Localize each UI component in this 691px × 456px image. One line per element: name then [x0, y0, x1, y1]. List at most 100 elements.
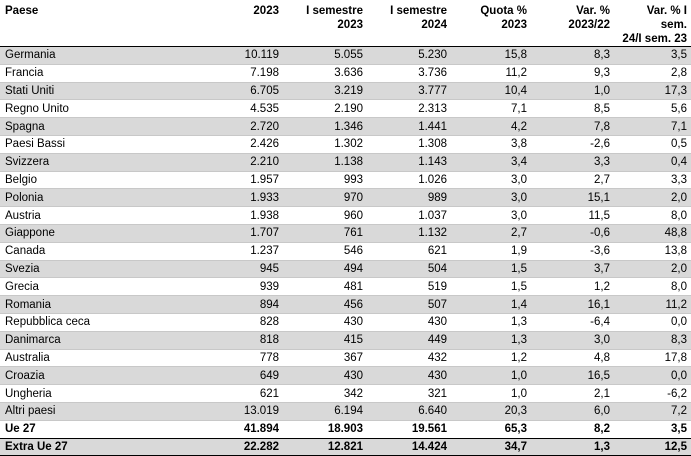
value-cell: 17,3	[614, 82, 691, 101]
value-cell: 970	[283, 188, 367, 208]
country-cell: Austria	[0, 206, 201, 225]
value-cell: 7,1	[451, 99, 531, 119]
value-cell: 1,3	[531, 437, 614, 456]
value-cell: 3.736	[367, 64, 451, 83]
value-cell: 34,7	[451, 437, 531, 456]
value-cell: 17,8	[614, 349, 691, 368]
value-cell: 1.143	[367, 153, 451, 172]
table-row: Austria 1.938 960 1.037 3,0 11,5 8,0	[0, 206, 691, 225]
table-row: Regno Unito 4.535 2.190 2.313 7,1 8,5 5,6	[0, 99, 691, 119]
value-cell: 621	[367, 242, 451, 261]
value-cell: 48,8	[614, 224, 691, 243]
value-cell: 9,3	[531, 64, 614, 83]
table-row: Romania 894 456 507 1,4 16,1 11,2	[0, 295, 691, 314]
value-cell: 1,2	[451, 349, 531, 368]
value-cell: 65,3	[451, 419, 531, 439]
value-cell: 4,8	[531, 349, 614, 368]
value-cell: 504	[367, 260, 451, 279]
header-label: 2023	[337, 19, 363, 31]
table-row: Altri paesi 13.019 6.194 6.640 20,3 6,0 7,2	[0, 402, 691, 421]
value-cell: 828	[201, 313, 283, 332]
value-cell: 0,4	[614, 153, 691, 172]
value-cell: -3,6	[531, 242, 614, 261]
country-cell: Ue 27	[0, 419, 201, 439]
header-sem-2023: I semestre 2023	[283, 0, 367, 47]
value-cell: 449	[367, 331, 451, 350]
value-cell: 3.636	[283, 64, 367, 83]
value-cell: 10.119	[201, 46, 283, 65]
value-cell: -0,6	[531, 224, 614, 243]
value-cell: -6,2	[614, 384, 691, 403]
table-row: Svizzera 2.210 1.138 1.143 3,4 3,3 0,4	[0, 153, 691, 172]
value-cell: 430	[283, 313, 367, 332]
value-cell: 12,5	[614, 437, 691, 456]
value-cell: 894	[201, 295, 283, 314]
value-cell: 5.055	[283, 46, 367, 65]
country-cell: Paesi Bassi	[0, 135, 201, 154]
value-cell: 1.707	[201, 224, 283, 243]
value-cell: 18.903	[283, 419, 367, 439]
value-cell: 494	[283, 260, 367, 279]
country-cell: Danimarca	[0, 331, 201, 350]
table-row: Stati Uniti 6.705 3.219 3.777 10,4 1,0 17,3	[0, 82, 691, 101]
value-cell: 2,1	[531, 384, 614, 403]
value-cell: 321	[367, 384, 451, 403]
table-row: Canada 1.237 546 621 1,9 -3,6 13,8	[0, 242, 691, 261]
header-label: Var. % I sem.	[646, 5, 687, 31]
value-cell: 519	[367, 277, 451, 297]
value-cell: 14.424	[367, 437, 451, 456]
table-row: Australia 778 367 432 1,2 4,8 17,8	[0, 349, 691, 368]
value-cell: 6.194	[283, 402, 367, 421]
value-cell: 2.313	[367, 99, 451, 119]
value-cell: 8,2	[531, 419, 614, 439]
country-cell: Grecia	[0, 277, 201, 297]
value-cell: 1,3	[451, 313, 531, 332]
value-cell: -6,4	[531, 313, 614, 332]
value-cell: 1.957	[201, 171, 283, 190]
value-cell: 2.190	[283, 99, 367, 119]
value-cell: 8,5	[531, 99, 614, 119]
value-cell: 1,2	[531, 277, 614, 297]
value-cell: 432	[367, 349, 451, 368]
value-cell: 3,0	[451, 171, 531, 190]
value-cell: 19.561	[367, 419, 451, 439]
country-cell: Croazia	[0, 366, 201, 386]
value-cell: 1.933	[201, 188, 283, 208]
table-row: Grecia 939 481 519 1,5 1,2 8,0	[0, 277, 691, 297]
country-cell: Australia	[0, 349, 201, 368]
value-cell: 0,0	[614, 313, 691, 332]
value-cell: 15,1	[531, 188, 614, 208]
value-cell: 5.230	[367, 46, 451, 65]
header-paese: Paese	[0, 0, 201, 47]
country-cell: Svezia	[0, 260, 201, 279]
table-row: Francia 7.198 3.636 3.736 11,2 9,3 2,8	[0, 64, 691, 83]
value-cell: 3,3	[614, 171, 691, 190]
country-cell: Polonia	[0, 188, 201, 208]
value-cell: 7,1	[614, 117, 691, 136]
header-label: 2024	[421, 19, 447, 31]
country-cell: Ungheria	[0, 384, 201, 403]
country-cell: Spagna	[0, 117, 201, 136]
table-row: Polonia 1.933 970 989 3,0 15,1 2,0	[0, 188, 691, 208]
value-cell: 22.282	[201, 437, 283, 456]
header-label: Quota %	[480, 5, 527, 17]
value-cell: 342	[283, 384, 367, 403]
value-cell: 3.777	[367, 82, 451, 101]
value-cell: 1.346	[283, 117, 367, 136]
value-cell: 5,6	[614, 99, 691, 119]
country-cell: Giappone	[0, 224, 201, 243]
table-row: Svezia 945 494 504 1,5 3,7 2,0	[0, 260, 691, 279]
table-row: Croazia 649 430 430 1,0 16,5 0,0	[0, 366, 691, 386]
value-cell: 3,7	[531, 260, 614, 279]
country-cell: Extra Ue 27	[0, 437, 201, 456]
value-cell: 939	[201, 277, 283, 297]
country-cell: Francia	[0, 64, 201, 83]
country-cell: Regno Unito	[0, 99, 201, 119]
value-cell: 4,2	[451, 117, 531, 136]
header-label: 2023	[501, 19, 527, 31]
value-cell: 16,5	[531, 366, 614, 386]
header-label: 2023	[253, 5, 279, 17]
value-cell: 1,0	[451, 384, 531, 403]
value-cell: 3,0	[531, 331, 614, 350]
value-cell: 3,5	[614, 46, 691, 65]
